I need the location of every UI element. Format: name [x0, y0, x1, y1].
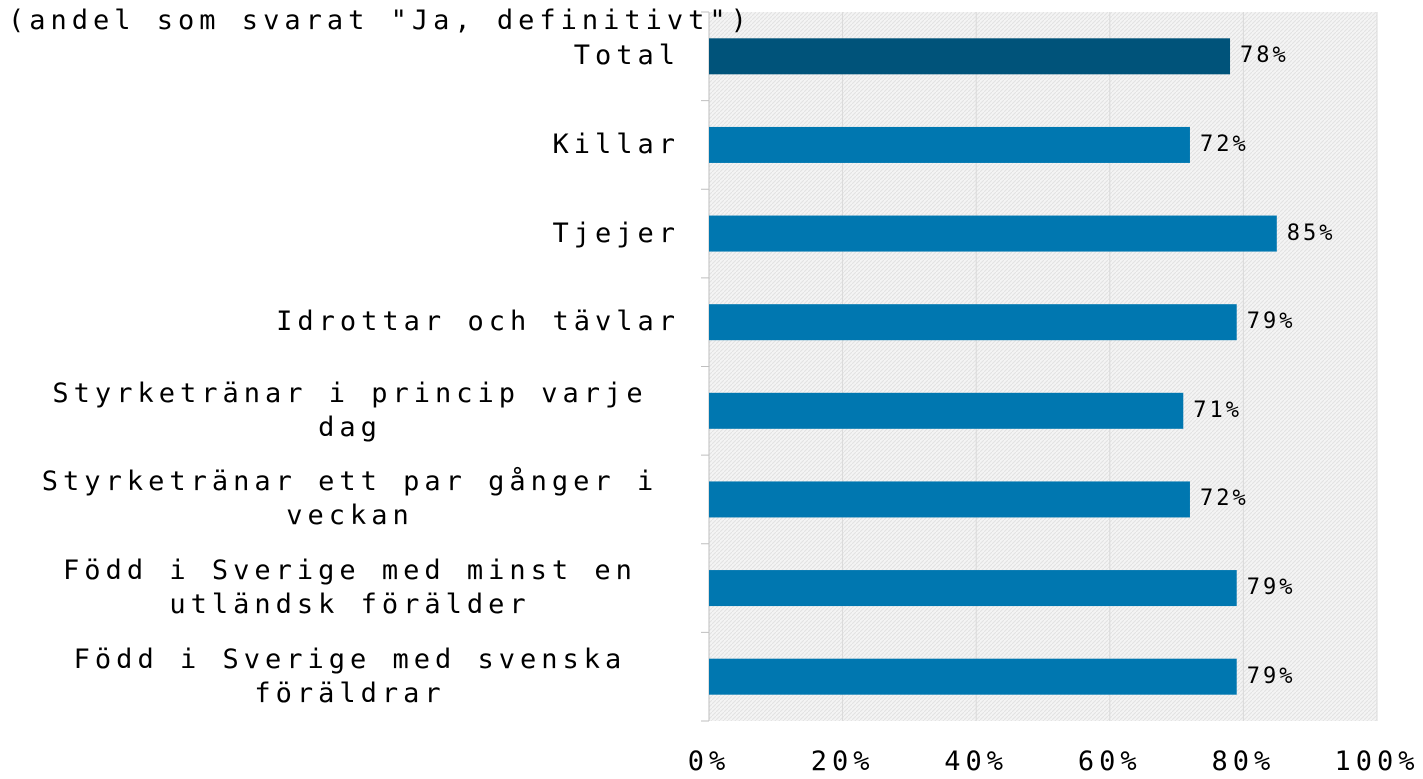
y-tick-label: Styrketränar i princip varje dag — [52, 377, 648, 443]
bar — [709, 215, 1277, 252]
y-tick-label: Född i Sverige med svenska föräldrar — [73, 643, 627, 709]
value-label: 79% — [1246, 663, 1296, 689]
bar — [709, 304, 1237, 341]
value-label: 72% — [1199, 486, 1249, 512]
value-label: 72% — [1199, 131, 1249, 157]
value-label: 78% — [1240, 43, 1289, 69]
y-tick-label: Tjejer — [552, 217, 680, 249]
y-tick-label: Styrketränar ett par gånger i veckan — [41, 466, 659, 532]
bar — [709, 126, 1190, 163]
bar — [709, 38, 1231, 75]
y-tick-label: Idrottar och tävlar — [276, 306, 680, 338]
value-label: 79% — [1246, 309, 1296, 335]
value-label: 71% — [1193, 397, 1243, 423]
y-tick-label: Killar — [552, 128, 680, 160]
value-label: 79% — [1246, 575, 1296, 601]
x-tick-label: 20% — [810, 746, 875, 777]
plot-area — [709, 12, 1377, 721]
chart-subtitle: (andel som svarat "Ja, definitivt") — [8, 5, 752, 36]
bar — [709, 570, 1237, 607]
bar — [709, 392, 1184, 429]
bar — [709, 481, 1190, 518]
bar — [709, 658, 1237, 695]
value-label: 85% — [1286, 220, 1336, 246]
x-tick-label: 0% — [687, 746, 731, 777]
x-tick-label: 40% — [944, 746, 1009, 777]
x-tick-label: 80% — [1211, 746, 1276, 777]
x-tick-label: 60% — [1077, 746, 1142, 777]
y-tick-label: Total — [573, 40, 680, 72]
x-tick-label: 100% — [1334, 746, 1420, 777]
y-tick-label: Född i Sverige med minst en utländsk för… — [63, 555, 637, 621]
